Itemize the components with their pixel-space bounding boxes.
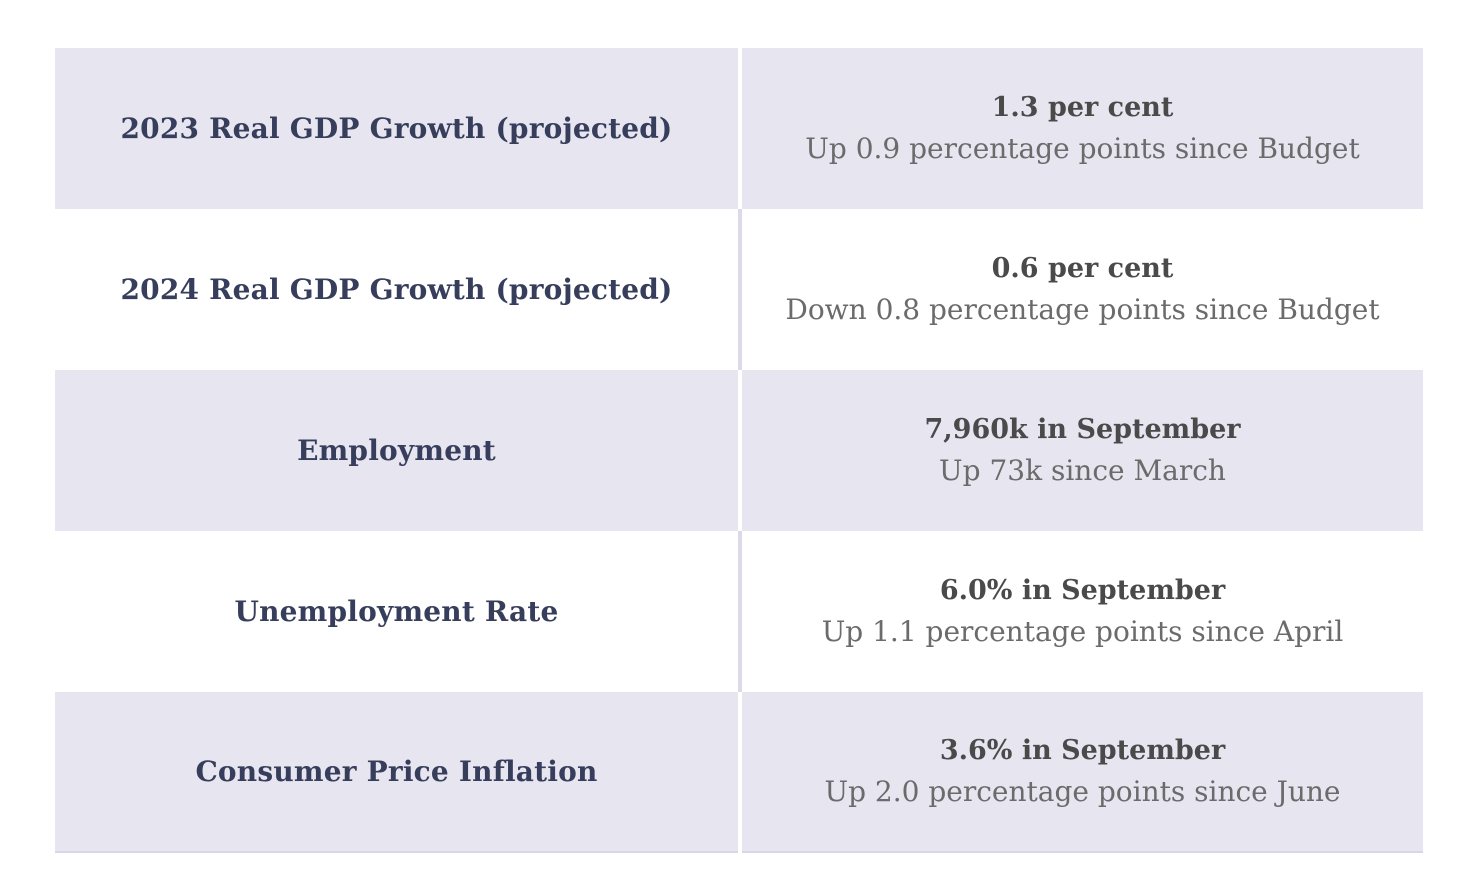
indicator-label: 2023 Real GDP Growth (projected): [55, 48, 738, 209]
indicator-change: Down 0.8 percentage points since Budget: [785, 293, 1380, 326]
indicator-label: 2024 Real GDP Growth (projected): [55, 209, 738, 370]
column-divider: [738, 209, 742, 370]
indicator-value-cell: 1.3 per cent Up 0.9 percentage points si…: [742, 48, 1423, 209]
indicator-value: 6.0% in September: [939, 575, 1226, 606]
indicator-value: 3.6% in September: [939, 735, 1226, 766]
table-row: Unemployment Rate 6.0% in September Up 1…: [55, 531, 1423, 692]
indicator-value: 1.3 per cent: [991, 92, 1174, 123]
indicator-change: Up 1.1 percentage points since April: [821, 615, 1344, 648]
table-row: Consumer Price Inflation 3.6% in Septemb…: [55, 692, 1423, 853]
indicator-value-cell: 7,960k in September Up 73k since March: [742, 370, 1423, 531]
indicator-label: Consumer Price Inflation: [55, 692, 738, 853]
indicator-change: Up 0.9 percentage points since Budget: [805, 132, 1360, 165]
indicator-value-cell: 0.6 per cent Down 0.8 percentage points …: [742, 209, 1423, 370]
indicator-value-cell: 3.6% in September Up 2.0 percentage poin…: [742, 692, 1423, 853]
column-divider: [738, 692, 742, 853]
column-divider: [738, 48, 742, 209]
column-divider: [738, 531, 742, 692]
indicator-change: Up 73k since March: [939, 454, 1226, 487]
column-divider: [738, 370, 742, 531]
table-row: Employment 7,960k in September Up 73k si…: [55, 370, 1423, 531]
indicator-value: 0.6 per cent: [991, 253, 1174, 284]
economic-indicators-table: 2023 Real GDP Growth (projected) 1.3 per…: [55, 48, 1423, 853]
indicator-label: Employment: [55, 370, 738, 531]
table-row: 2024 Real GDP Growth (projected) 0.6 per…: [55, 209, 1423, 370]
table-row: 2023 Real GDP Growth (projected) 1.3 per…: [55, 48, 1423, 209]
indicator-label: Unemployment Rate: [55, 531, 738, 692]
indicator-value: 7,960k in September: [924, 414, 1241, 445]
indicator-change: Up 2.0 percentage points since June: [824, 775, 1341, 808]
indicator-value-cell: 6.0% in September Up 1.1 percentage poin…: [742, 531, 1423, 692]
